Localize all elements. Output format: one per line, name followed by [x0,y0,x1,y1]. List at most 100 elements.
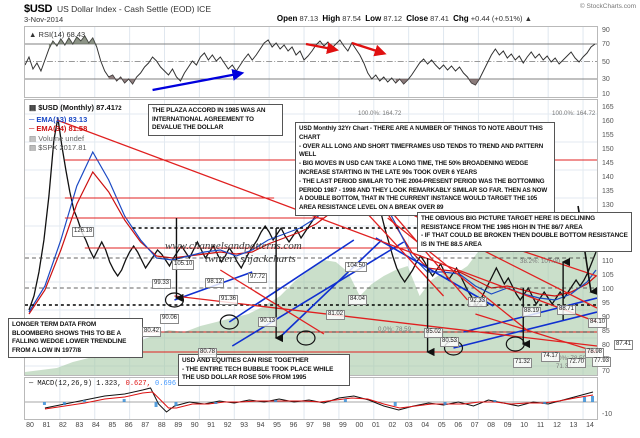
annotation-big-picture-target: THE OBVIOUS BIG PICTURE TARGET HERE IS D… [417,212,632,253]
price-level-label: 98.12 [205,278,225,288]
price-level-label: 85.02 [424,328,444,338]
x-axis-tick: 99 [339,422,347,429]
price-ytick: 85 [602,328,610,335]
macd-y-axis: -10 [598,377,640,420]
price-level-label: 97.72 [248,273,268,283]
rsi-ytick: 90 [602,27,610,34]
price-level-label: 80.53 [440,337,460,347]
macd-legend-signal: 0.627, [125,380,151,388]
price-ytick: 155 [602,132,614,139]
price-ytick: 135 [602,188,614,195]
price-ytick: 80 [602,342,610,349]
fibonacci-level-label: 0.0%: 78.59 [378,326,412,333]
price-level-label: 71.32 [513,358,533,368]
x-axis-tick: 10 [520,422,529,429]
macd-plot [25,378,597,419]
ticker-description: US Dollar Index - Cash Settle (EOD) ICE [57,4,211,14]
price-level-label: 104.50 [345,262,368,272]
chg-value: +0.44 (+0.51%) ▲ [470,14,532,23]
price-level-label: 90.13 [258,317,278,327]
price-ytick: 160 [602,118,614,125]
x-axis-tick: 11 [536,422,545,429]
rsi-indicator-panel: ▲ RSI(14) 68.43 [24,26,598,98]
price-level-label: 80.78 [198,348,218,358]
fibonacci-level-label: 38.2%: 107.00 [520,258,560,265]
x-axis-tick: 85 [108,422,117,429]
price-level-label: 126.18 [72,227,95,237]
price-level-label: 105.10 [172,260,195,270]
line-swatch-icon: ─ [29,380,34,388]
x-axis-tick: 00 [355,422,364,429]
price-ytick: 145 [602,160,614,167]
ticker-symbol: $USD [24,3,53,15]
x-axis-tick: 04 [421,422,430,429]
x-axis-tick: 97 [306,422,314,429]
price-level-label: 88.71 [557,305,577,315]
x-axis-tick: 12 [553,422,561,429]
rsi-ytick: 50 [602,59,610,66]
price-level-label: 72.70 [567,358,587,368]
rsi-ytick: 30 [602,76,610,83]
watermark-twitter: twitter: shjackcharts [205,253,296,265]
close-value: 87.41 [430,14,449,23]
x-axis-tick: 87 [141,422,150,429]
legend-spx-text: $SPX 2017.81 [38,143,87,152]
price-ytick: 95 [602,300,610,307]
x-axis-tick: 82 [59,422,67,429]
x-axis-tick: 05 [437,422,446,429]
x-axis-tick: 94 [256,422,265,429]
price-level-label: 84.10 [588,318,608,328]
x-axis-tick: 86 [124,422,133,429]
price-ytick: 110 [602,258,614,265]
annotation-usd-equities: USD AND EQUITIES CAN RISE TOGETHER - THE… [178,354,350,386]
price-level-label: 88.19 [522,307,542,317]
price-level-label: 92.33 [468,297,488,307]
price-ytick: 140 [602,174,614,181]
x-axis-tick: 98 [322,422,331,429]
legend-usd: ▤ $USD (Monthly) 87.4172 [29,103,122,115]
price-ytick: 165 [602,104,614,111]
rsi-legend-text: RSI(14) 68.43 [38,30,86,39]
candle-icon: ▤ [29,103,37,112]
chg-label: Chg [453,14,469,23]
close-label: Close [406,14,429,23]
annotation-plaza-accord: THE PLAZA ACCORD IN 1985 WAS AN INTERNAT… [148,104,283,136]
fibonacci-level-label: 100.0%: 164.72 [358,110,402,117]
rsi-ytick: 70 [602,41,610,48]
x-axis-tick: 08 [487,422,496,429]
ema34-line [28,170,597,315]
legend-ema13: ─ EMA(13) 83.13 [29,115,122,125]
price-level-label: 91.36 [219,295,239,305]
price-level-label: 81.02 [326,310,346,320]
rsi-plot [25,27,597,97]
legend-volume: ▤ Volume undef [29,134,122,144]
rsi-legend-icon: ▲ [29,30,37,39]
x-axis-tick: 83 [75,422,84,429]
quote-date: 3-Nov-2014 [24,15,64,24]
price-ytick: 130 [602,202,614,209]
price-level-label: 90.06 [160,314,180,324]
legend-ema34-text: EMA(34) 81.58 [36,124,88,133]
price-ytick: 90 [602,314,610,321]
watermark-website: www.channelsandpatterns.com [165,240,302,252]
line-swatch-icon: ─ [29,114,35,124]
macd-legend-main: MACD(12,26,9) 1.323, [37,380,122,388]
bars-icon: ▤ [29,143,37,152]
annotation-main-commentary: USD Monthly 32Yr Chart - THERE ARE A NUM… [295,122,555,216]
x-axis-tick: 90 [190,422,199,429]
line-swatch-icon: ─ [29,124,35,133]
legend-volume-text: Volume undef [38,133,85,143]
legend-usd-text: $USD (Monthly) 87.41 [38,103,115,112]
x-axis-tick: 81 [42,422,51,429]
price-level-label: 74.17 [541,352,561,362]
price-ytick: 70 [602,368,610,375]
x-axis-tick: 01 [371,422,380,429]
macd-legend-hist: 0.696 [155,380,177,388]
legend-ema34: ─ EMA(34) 81.58 [29,124,122,134]
price-level-label: 87.41 [614,340,634,350]
x-axis-tick: 88 [157,422,166,429]
x-axis-tick: 09 [503,422,512,429]
chart-header: $USD US Dollar Index - Cash Settle (EOD)… [0,0,640,26]
x-axis-tick: 93 [240,422,249,429]
x-axis-tick: 07 [470,422,479,429]
